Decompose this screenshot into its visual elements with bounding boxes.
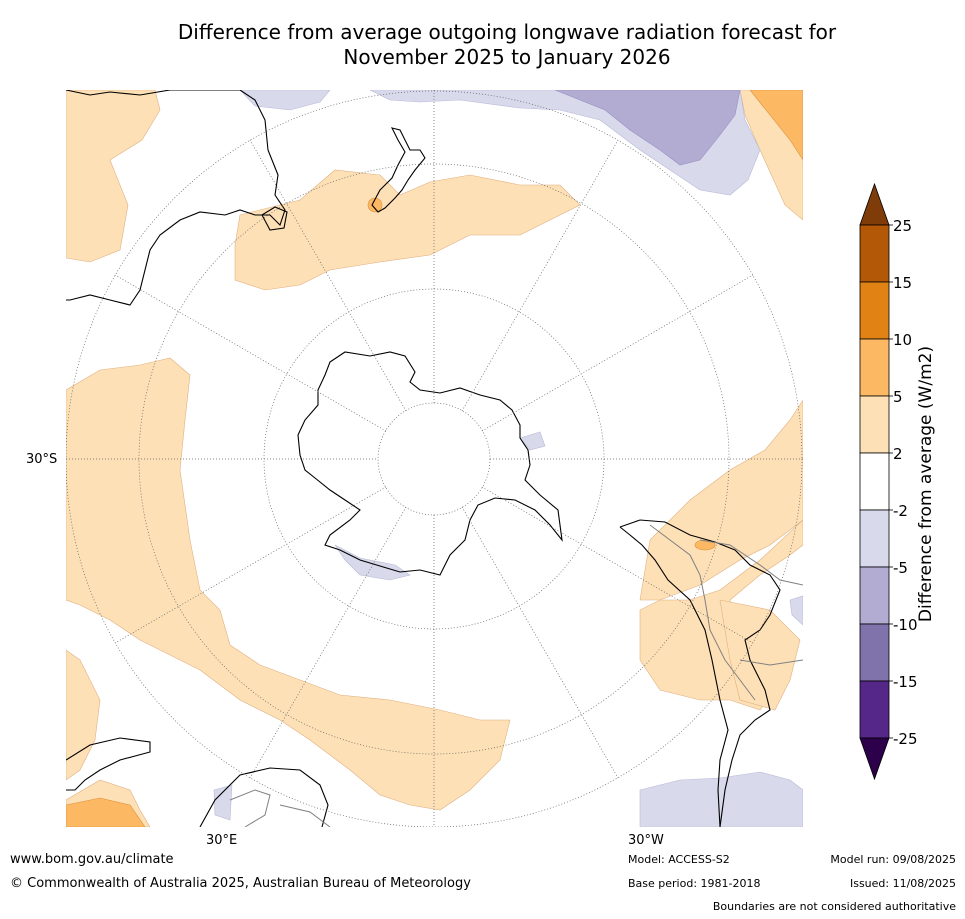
colorbar-tick-label: 5: [893, 388, 903, 406]
polar-map: [66, 90, 803, 827]
lon-label-30w: 30°W: [628, 833, 664, 848]
coastlines: [66, 90, 781, 827]
colorbar-bin: [859, 623, 890, 682]
colorbar-tick-label: 2: [893, 445, 903, 463]
disclaimer: Boundaries are not considered authoritat…: [712, 900, 956, 913]
model-name: Model: ACCESS-S2: [628, 853, 730, 866]
colorbar-bin: [859, 509, 890, 568]
antarctica-coast: [297, 351, 563, 576]
colorbar-ticks: 25 15 10 5 2 -2 -5 -10 -15 -25: [889, 217, 918, 748]
colorbar-bin: [859, 566, 890, 625]
issued-date: Issued: 11/08/2025: [849, 877, 956, 890]
colorbar-bin: [859, 395, 890, 454]
country-borders: [229, 524, 803, 827]
lat-label-30s: 30°S: [26, 452, 58, 467]
colorbar: 25 15 10 5 2 -2 -5 -10 -15 -25: [859, 183, 918, 781]
colorbar-tick-label: 15: [893, 274, 912, 292]
colorbar-tick-label: -15: [893, 673, 918, 691]
africa-coast: [199, 767, 329, 827]
colorbar-bin: [859, 452, 890, 511]
colorbar-bin: [859, 224, 890, 283]
title-line-2: November 2025 to January 2026: [343, 45, 671, 69]
colorbar-bin-top: [859, 183, 890, 226]
anomaly-positive-5-10: [66, 90, 803, 827]
colorbar-tick-label: 25: [893, 217, 912, 235]
colorbar-tick-label: -5: [893, 559, 908, 577]
chart-title: Difference from average outgoing longwav…: [66, 20, 948, 70]
title-line-1: Difference from average outgoing longwav…: [177, 20, 837, 44]
colorbar-tick-label: 10: [893, 331, 912, 349]
south-america-coast: [619, 519, 781, 827]
colorbar-tick-label: -10: [893, 616, 918, 634]
graticule: [66, 90, 803, 827]
colorbar-tick-label: -2: [893, 502, 908, 520]
new-zealand-coast: [371, 127, 426, 213]
colorbar-bin: [859, 680, 890, 739]
colorbar-bin: [859, 281, 890, 340]
model-run: Model run: 09/08/2025: [830, 853, 956, 866]
colorbar-title: Difference from average (W/m2): [916, 345, 936, 623]
colorbar-tick-label: -25: [893, 730, 918, 748]
base-period: Base period: 1981-2018: [628, 877, 761, 890]
colorbar-bin-bottom: [859, 737, 890, 781]
colorbar-bins: [859, 183, 890, 781]
tasmania-coast: [261, 206, 288, 231]
lon-label-30e: 30°E: [206, 833, 238, 848]
copyright: © Commonwealth of Australia 2025, Austra…: [10, 876, 471, 891]
southern-africa-coast: [66, 737, 151, 791]
anomaly-negative-5-10: [554, 90, 741, 166]
colorbar-bin: [859, 338, 890, 397]
south-america-west-coast: [619, 526, 729, 827]
website-link[interactable]: www.bom.gov.au/climate: [10, 852, 174, 867]
